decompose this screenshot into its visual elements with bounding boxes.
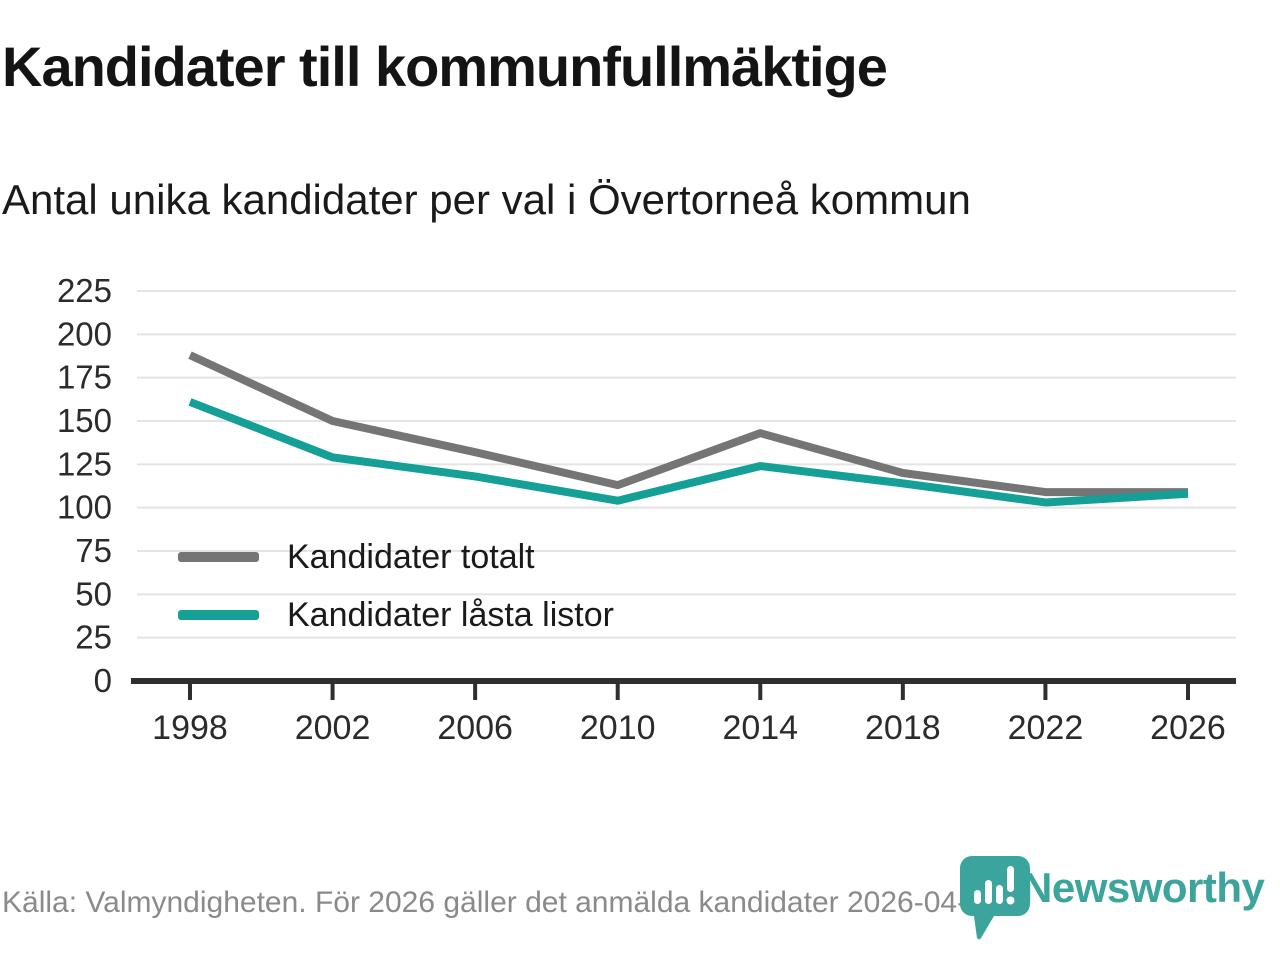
legend-swatch-total	[178, 552, 259, 562]
y-tick-label-200: 200	[57, 315, 112, 352]
x-tick-label-2010: 2010	[580, 709, 656, 747]
logo-bar-3	[996, 885, 1003, 904]
source-note: Källa: Valmyndigheten. För 2026 gäller d…	[2, 886, 1009, 919]
y-tick-label-125: 125	[57, 445, 112, 482]
y-tick-label-175: 175	[57, 359, 112, 396]
x-tick-label-2006: 2006	[437, 709, 513, 747]
chart-legend: Kandidater totalt Kandidater låsta listo…	[178, 538, 614, 634]
y-tick-label-75: 75	[75, 532, 112, 569]
chart-title: Kandidater till kommunfullmäktige	[2, 35, 888, 98]
y-tick-label-150: 150	[57, 402, 112, 439]
legend-item-total: Kandidater totalt	[178, 538, 614, 576]
series-line-0	[188, 351, 1188, 497]
chart-subtitle: Antal unika kandidater per val i Övertor…	[2, 176, 971, 223]
logo-bar-2	[985, 880, 992, 904]
legend-swatch-locked-lists	[178, 610, 259, 620]
y-tick-label-0: 0	[94, 662, 112, 699]
legend-label-locked-lists: Kandidater låsta listor	[287, 595, 614, 634]
newsworthy-logo-icon	[960, 856, 1030, 940]
y-tick-label-225: 225	[57, 272, 112, 309]
x-tick-label-2002: 2002	[295, 709, 371, 747]
y-tick-label-50: 50	[75, 575, 112, 612]
newsworthy-wordmark: Newsworthy	[1022, 864, 1265, 911]
x-tick-label-2014: 2014	[722, 709, 798, 747]
logo-exclamation-bar	[1007, 866, 1014, 892]
series-line-1	[188, 398, 1189, 507]
line-chart: 0 25 50 75 100 125 150 175 200 225 1998 2002 2006 201…	[57, 272, 1236, 747]
logo-pin-shape	[960, 856, 1030, 940]
x-tick-label-2022: 2022	[1008, 709, 1084, 747]
y-tick-label-25: 25	[75, 619, 112, 656]
logo-bar-1	[974, 890, 981, 904]
y-tick-label-100: 100	[57, 489, 112, 526]
logo-exclamation-dot	[1006, 896, 1015, 905]
x-tick-label-2018: 2018	[865, 709, 941, 747]
legend-label-total: Kandidater totalt	[287, 537, 535, 576]
x-tick-label-1998: 1998	[152, 709, 228, 747]
x-tick-label-2026: 2026	[1150, 709, 1226, 747]
legend-item-locked-lists: Kandidater låsta listor	[178, 596, 614, 634]
